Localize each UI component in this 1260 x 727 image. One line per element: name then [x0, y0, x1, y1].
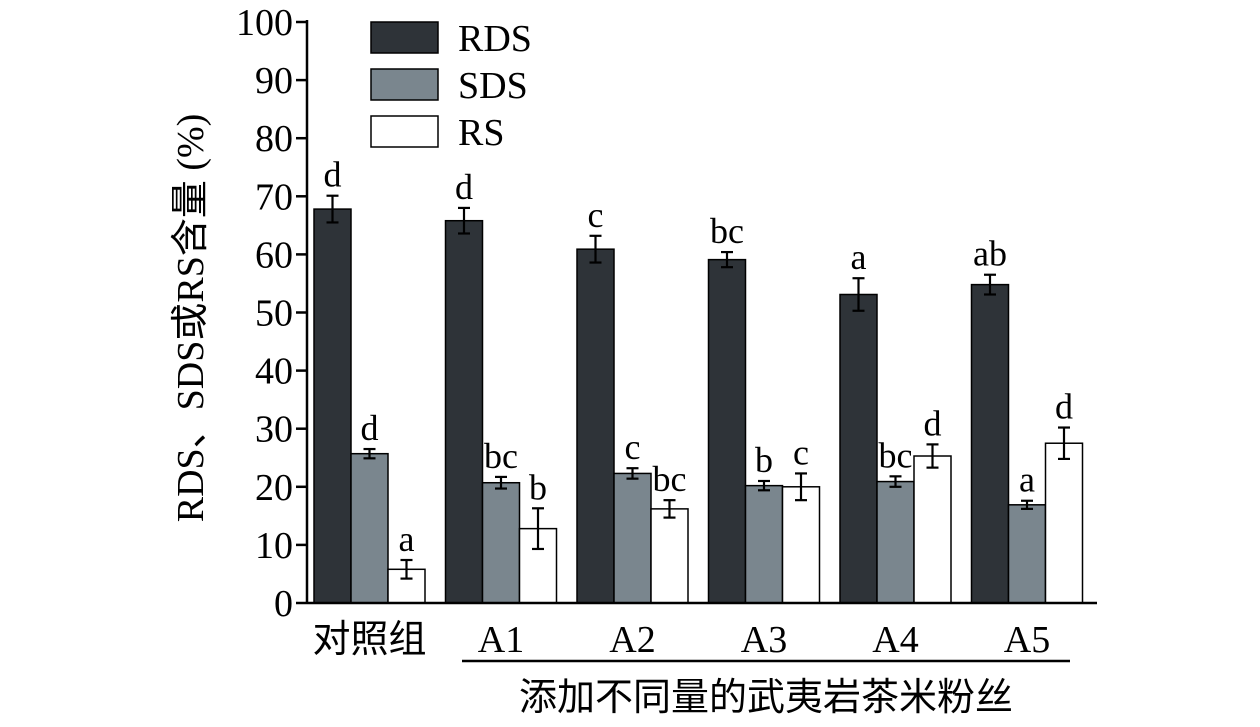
significance-letter: d: [361, 408, 379, 448]
y-tick-label: 10: [255, 525, 293, 567]
legend-label-sds: SDS: [458, 65, 528, 107]
bar-sds: [613, 472, 652, 604]
significance-letter: c: [588, 195, 604, 235]
bar-rs: [913, 455, 952, 604]
legend-swatch-rs: [370, 115, 439, 148]
legend: RDS SDS RS: [370, 18, 532, 154]
bar-sds: [481, 481, 521, 604]
significance-letter: a: [1019, 460, 1035, 500]
bar-sds: [744, 484, 784, 604]
significance-letter: bc: [710, 211, 744, 251]
x-tick-label: A1: [478, 619, 524, 661]
significance-letter: b: [755, 440, 773, 480]
significance-letter: d: [924, 403, 942, 443]
significance-letter: d: [455, 167, 473, 207]
significance-letter: bc: [653, 459, 687, 499]
bar-rs: [781, 486, 821, 604]
y-axis: 0 10 20 30 40 50 60 70 80 90 100: [236, 2, 309, 625]
x-tick-label: A5: [1004, 619, 1050, 661]
bar-sds: [350, 452, 389, 604]
y-axis-label: RDS、SDS或RS含量 (%): [170, 114, 212, 523]
bar-sds: [876, 480, 915, 604]
significance-letter: d: [1055, 387, 1073, 427]
x-axis: 对照组 A1 A2 A3 A4 A5: [307, 601, 1097, 663]
x-tick-label: 对照组: [312, 619, 426, 661]
bar-rds: [839, 293, 878, 604]
bar-sds: [1007, 504, 1047, 604]
y-tick-label: 90: [255, 60, 293, 102]
error-bars: [326, 194, 1070, 580]
bar-rds: [313, 208, 352, 604]
x-tick-label: A2: [609, 619, 655, 661]
x-tick-label: A3: [741, 619, 787, 661]
significance-letter: a: [399, 519, 415, 559]
x-group-label: 添加不同量的武夷岩茶米粉丝: [519, 677, 1013, 719]
significance-letter: d: [324, 155, 342, 195]
significance-letter: ab: [973, 234, 1007, 274]
x-tick-label: A4: [872, 619, 918, 661]
bar-rds: [444, 219, 484, 604]
y-tick-label: 60: [255, 234, 293, 276]
y-tick-label: 50: [255, 293, 293, 335]
y-tick-label: 100: [236, 2, 293, 44]
legend-label-rds: RDS: [458, 18, 532, 60]
y-tick-label: 70: [255, 176, 293, 218]
bar-rds: [576, 248, 615, 604]
bar-rds: [970, 283, 1010, 604]
bar-rds: [707, 258, 747, 604]
significance-letter: bc: [484, 436, 518, 476]
y-tick-label: 80: [255, 118, 293, 160]
significance-letter: c: [793, 432, 809, 472]
legend-label-rs: RS: [458, 112, 504, 154]
y-tick-label: 20: [255, 467, 293, 509]
significance-letter: b: [529, 467, 547, 507]
significance-letter: c: [625, 427, 641, 467]
legend-swatch-sds: [370, 68, 439, 101]
bar-rs: [1044, 442, 1084, 604]
y-tick-label: 0: [274, 583, 293, 625]
y-tick-label: 30: [255, 409, 293, 451]
significance-letter: a: [851, 237, 867, 277]
legend-swatch-rds: [370, 21, 439, 54]
bar-rs: [650, 508, 689, 604]
bars: [313, 208, 1084, 604]
y-tick-label: 40: [255, 351, 293, 393]
significance-letter: bc: [879, 435, 913, 475]
